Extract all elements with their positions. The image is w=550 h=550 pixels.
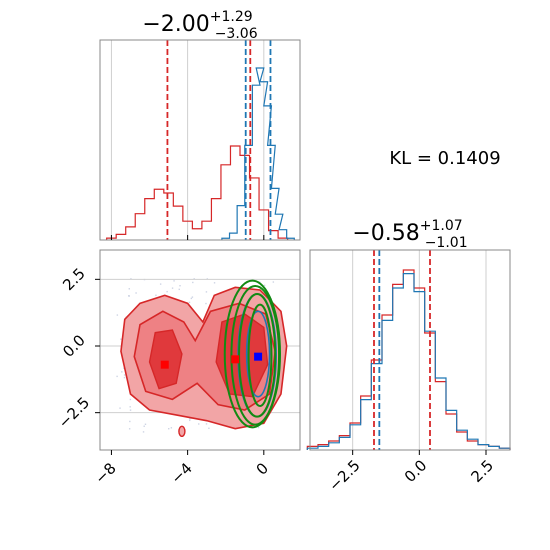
scatter-point	[178, 288, 180, 291]
scatter-point	[190, 297, 193, 300]
scatter-point	[171, 287, 174, 289]
blue-marker	[254, 352, 263, 361]
scatter-point	[191, 296, 194, 298]
scatter-point	[142, 431, 145, 433]
scatter-point	[170, 427, 173, 429]
scatter-point	[189, 418, 191, 420]
contour-panel: −8 −4 0 −2.5 0.0 2.5	[55, 249, 301, 488]
scatter-point	[179, 285, 181, 287]
contour-xticklabel-2: 0	[253, 459, 272, 478]
right-hist-title-sub: −1.01	[425, 235, 468, 251]
blue-contour-inner	[245, 310, 271, 398]
top-hist-title-sup: +1.29	[210, 9, 253, 25]
scatter-point	[144, 423, 147, 425]
scatter-point	[166, 290, 168, 293]
right-hist-title-main: −0.58	[352, 221, 419, 246]
contour-yticklabel-0: −2.5	[55, 393, 93, 431]
green-ellipse-2	[247, 303, 273, 408]
scatter-point	[159, 283, 162, 285]
contour-frame	[99, 249, 301, 451]
scatter-point	[129, 420, 131, 423]
scatter-point	[119, 407, 121, 409]
scatter-point	[263, 284, 266, 287]
red-marker-1	[231, 355, 240, 364]
scatter-point	[205, 291, 208, 293]
right-xticklabel-0: −2.5	[325, 456, 363, 494]
contour-island	[178, 425, 186, 438]
top-hist-title-sub: −3.06	[215, 26, 258, 42]
scatter-point	[213, 282, 216, 284]
right-xticklabel-1: 0.0	[401, 456, 431, 486]
scatter-point	[173, 280, 175, 282]
right-hist-title: −0.58+1.07 −1.01	[352, 218, 467, 251]
contour-xticklabel-0: −8	[91, 459, 119, 487]
contour-core-right	[215, 313, 269, 398]
scatter-point	[135, 292, 137, 294]
scatter-point	[116, 314, 119, 316]
contour-core-left	[148, 329, 183, 390]
red-marker-0	[160, 360, 169, 369]
scatter-point	[130, 278, 132, 280]
right-frame	[309, 249, 511, 451]
scatter-point	[155, 294, 157, 296]
right-hist-blue-series	[306, 273, 511, 450]
contour-area	[100, 278, 300, 438]
right-histogram-panel: −2.5 0.0 2.5	[306, 249, 511, 495]
kl-label: KL = 0.1409	[389, 148, 500, 169]
scatter-point	[123, 376, 126, 379]
top-hist-title: −2.00+1.29 −3.06	[142, 9, 257, 42]
scatter-point	[198, 423, 200, 425]
scatter-point	[129, 398, 132, 401]
scatter-point	[205, 423, 208, 425]
scatter-point	[168, 427, 170, 430]
top-hist-title-main: −2.00	[142, 12, 209, 37]
scatter-point	[123, 374, 126, 376]
right-hist-title-sup: +1.07	[420, 218, 463, 234]
top-histogram-panel	[99, 39, 301, 241]
top-frame	[99, 39, 301, 241]
scatter-point	[205, 302, 207, 305]
top-hist-red-series	[106, 145, 289, 240]
scatter-point	[192, 281, 194, 284]
scatter-point	[128, 428, 131, 430]
scatter-point	[128, 295, 130, 297]
scatter-point	[120, 338, 122, 340]
contour-xticklabel-1: −4	[167, 459, 195, 487]
scatter-point	[116, 375, 118, 378]
scatter-point	[121, 371, 123, 373]
contour-yticklabel-1: 0.0	[59, 331, 89, 361]
contour-yticklabel-2: 2.5	[59, 265, 89, 295]
scatter-point	[208, 427, 210, 430]
scatter-point	[129, 406, 131, 408]
scatter-point	[143, 425, 145, 427]
scatter-point	[189, 419, 191, 422]
green-ellipse-3	[223, 279, 281, 429]
scatter-point	[129, 409, 132, 411]
scatter-point	[272, 281, 275, 283]
scatter-point	[188, 301, 191, 304]
top-hist-blue-series	[221, 67, 295, 240]
scatter-point	[128, 288, 130, 290]
right-hist-red-series	[306, 269, 511, 450]
scatter-point	[257, 426, 260, 429]
right-xticklabel-2: 2.5	[467, 456, 497, 486]
